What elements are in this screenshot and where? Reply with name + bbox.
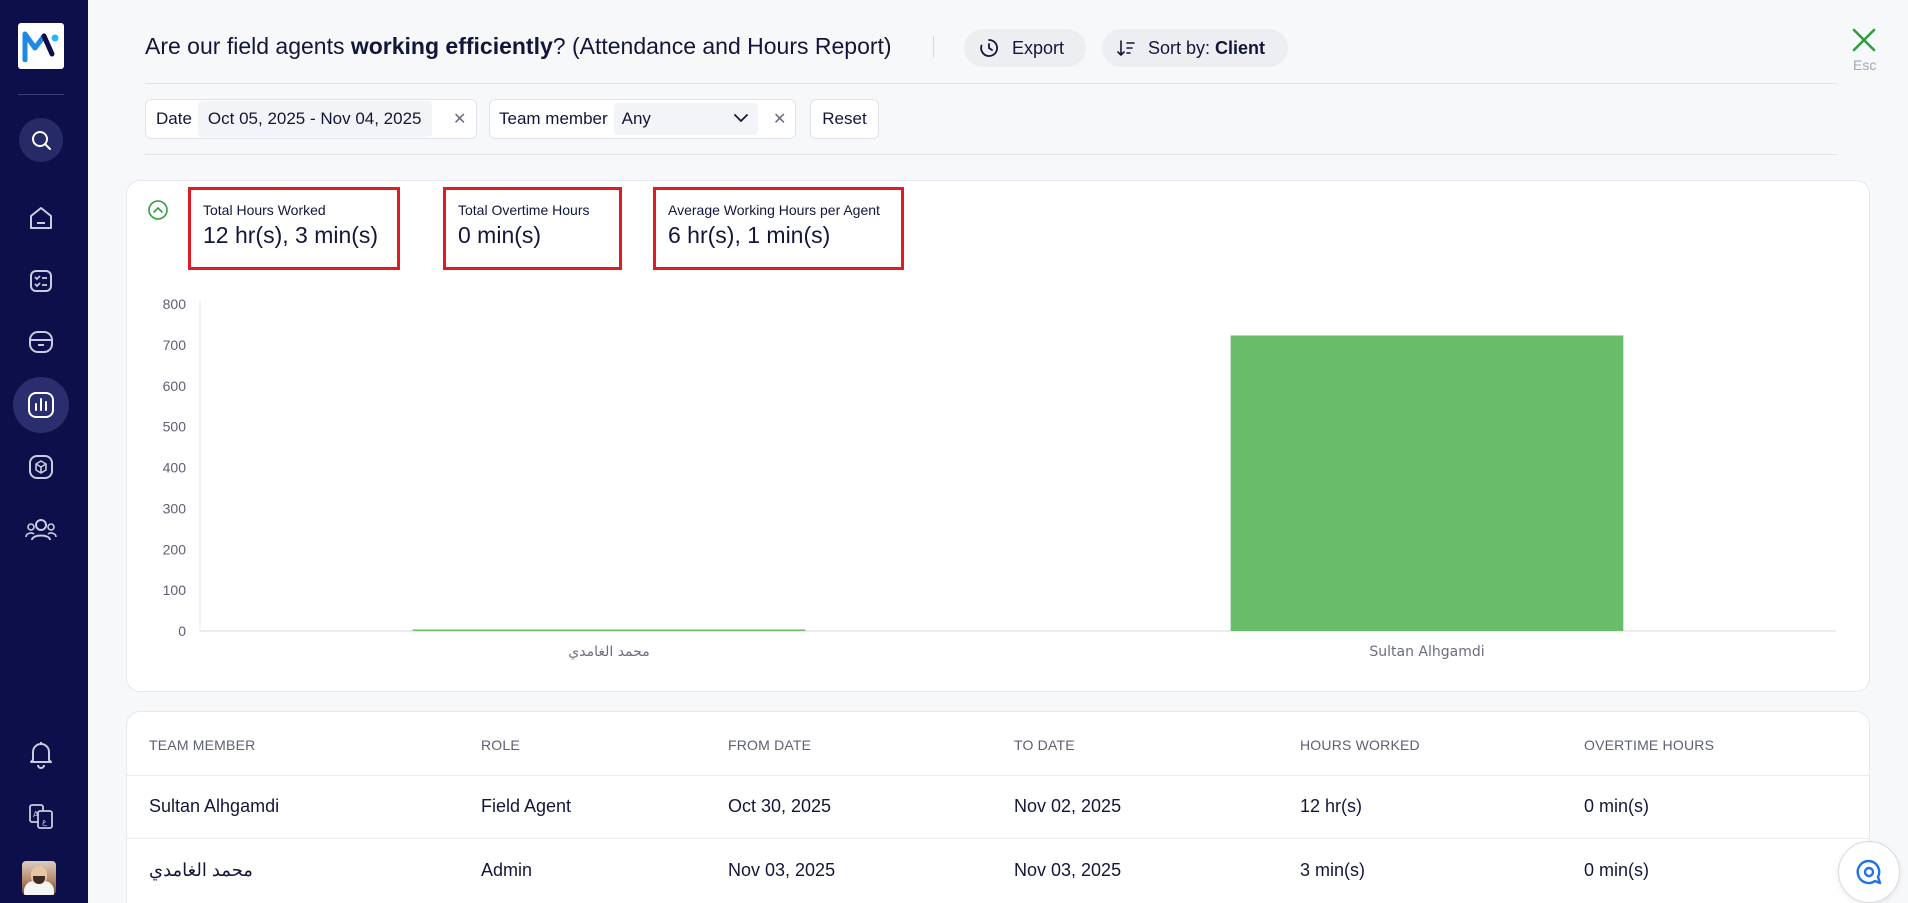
cell-hours-worked: 12 hr(s): [1300, 796, 1363, 816]
row-separator: [127, 775, 1869, 776]
column-header-from-date[interactable]: FROM DATE: [728, 737, 812, 753]
cell-team-member: محمد الغامدي: [149, 860, 253, 880]
sidebar-home[interactable]: [19, 196, 63, 240]
close-icon[interactable]: [1850, 26, 1878, 54]
translate-icon: A ع: [29, 804, 53, 829]
cell-role: Field Agent: [481, 796, 572, 816]
export-clock-icon: [980, 39, 998, 57]
sort-label: Sort by:: [1148, 37, 1211, 58]
team-users-icon: [25, 519, 57, 541]
team-member-select[interactable]: Any: [613, 103, 758, 135]
y-tick-label: 400: [163, 460, 187, 476]
sidebar-team[interactable]: [19, 508, 63, 552]
bell-icon: [30, 742, 52, 769]
sidebar-search[interactable]: [19, 118, 63, 162]
cell-overtime-hours: 0 min(s): [1584, 860, 1650, 880]
cell-team-member: Sultan Alhgamdi: [149, 796, 280, 816]
home-icon: [30, 207, 52, 229]
cell-to-date: Nov 02, 2025: [1014, 796, 1122, 816]
logo-mark-icon: [22, 31, 59, 62]
y-tick-label: 700: [163, 337, 187, 353]
cell-to-date: Nov 03, 2025: [1014, 860, 1122, 880]
sidebar-divider: [18, 94, 64, 95]
x-tick-label: محمد الغامدي: [568, 644, 649, 660]
collapse-chevron-up-icon[interactable]: [147, 199, 169, 221]
team-filter-label: Team member: [499, 109, 608, 128]
kpi-value: 0 min(s): [458, 222, 542, 248]
filters-divider: [145, 154, 1837, 155]
support-chat-button[interactable]: [1838, 841, 1900, 903]
sidebar-reports[interactable]: [13, 377, 69, 433]
esc-hint: Esc: [1853, 57, 1877, 73]
user-avatar[interactable]: [22, 861, 56, 895]
kpi-value: 12 hr(s), 3 min(s): [203, 222, 379, 248]
cell-overtime-hours: 0 min(s): [1584, 796, 1650, 816]
svg-text:A: A: [33, 810, 39, 819]
box-icon: [29, 455, 53, 479]
checklist-icon: [30, 270, 52, 292]
page-title: Are our field agents working efficiently…: [145, 33, 892, 59]
search-icon: [32, 131, 51, 150]
cell-from-date: Oct 30, 2025: [728, 796, 832, 816]
column-header-overtime-hours[interactable]: OVERTIME HOURS: [1584, 737, 1715, 753]
column-header-team-member[interactable]: TEAM MEMBER: [149, 737, 256, 753]
hours-bar-chart: 0 100 200 300 400 500 600 700 800 محمد الغامدي Sul…: [163, 296, 1836, 660]
team-member-value: Any: [621, 109, 651, 128]
sidebar-notifications[interactable]: [19, 732, 63, 776]
y-tick-label: 600: [163, 378, 187, 394]
kpi-label: Total Overtime Hours: [458, 202, 590, 218]
y-tick-label: 300: [163, 500, 187, 516]
bar: [412, 629, 806, 631]
sidebar-tasks[interactable]: [19, 258, 63, 302]
column-header-role[interactable]: ROLE: [481, 737, 520, 753]
sidebar-inbox[interactable]: [19, 320, 63, 364]
kpi-total-hours: Total Hours Worked 12 hr(s), 3 min(s): [188, 187, 400, 270]
chat-bubble-icon: [1856, 859, 1882, 885]
export-button[interactable]: Export: [964, 29, 1086, 67]
x-tick-label: Sultan Alhgamdi: [1369, 644, 1484, 660]
kpi-label: Average Working Hours per Agent: [668, 202, 880, 218]
column-header-hours-worked[interactable]: HOURS WORKED: [1300, 737, 1420, 753]
sort-value: Client: [1215, 37, 1266, 58]
app-logo[interactable]: [18, 23, 64, 69]
svg-text:ع: ع: [42, 817, 47, 826]
column-header-to-date[interactable]: TO DATE: [1014, 737, 1075, 753]
team-clear-icon[interactable]: ✕: [773, 111, 787, 128]
date-range-value[interactable]: Oct 05, 2025 - Nov 04, 2025: [197, 101, 432, 137]
y-tick-label: 500: [163, 419, 187, 435]
cell-hours-worked: 3 min(s): [1300, 860, 1366, 880]
team-member-filter[interactable]: Team member Any ✕: [489, 99, 796, 139]
sidebar-language[interactable]: A ع: [19, 794, 63, 838]
reports-chart-icon: [28, 392, 54, 418]
y-tick-label: 800: [163, 296, 187, 312]
y-tick-label: 200: [163, 541, 187, 557]
bar: [1230, 335, 1624, 631]
kpi-value: 6 hr(s), 1 min(s): [668, 222, 831, 248]
reset-label: Reset: [822, 109, 867, 128]
export-label: Export: [1012, 37, 1065, 58]
page-title-emphasis: working efficiently: [350, 33, 553, 59]
cell-from-date: Nov 03, 2025: [728, 860, 836, 880]
sort-button[interactable]: Sort by: Client: [1102, 29, 1288, 67]
kpi-average-hours: Average Working Hours per Agent 6 hr(s),…: [653, 187, 904, 270]
reset-button[interactable]: Reset: [810, 99, 879, 139]
y-tick-label: 100: [163, 582, 187, 598]
hours-table: [126, 711, 1870, 903]
y-tick-label: 0: [178, 623, 186, 639]
sidebar-products[interactable]: [19, 445, 63, 489]
row-separator: [127, 838, 1869, 839]
chevron-down-icon: [733, 114, 748, 122]
date-filter[interactable]: Date Oct 05, 2025 - Nov 04, 2025 ✕: [145, 99, 477, 139]
date-filter-label: Date: [156, 109, 192, 128]
sidebar: A ع: [0, 0, 88, 903]
inbox-icon: [29, 331, 53, 353]
header-divider: [145, 83, 1837, 84]
title-separator: [933, 36, 934, 58]
sort-icon: [1117, 40, 1135, 56]
kpi-label: Total Hours Worked: [203, 202, 326, 218]
date-clear-icon[interactable]: ✕: [453, 111, 467, 128]
kpi-overtime: Total Overtime Hours 0 min(s): [443, 187, 622, 270]
cell-role: Admin: [481, 860, 533, 880]
